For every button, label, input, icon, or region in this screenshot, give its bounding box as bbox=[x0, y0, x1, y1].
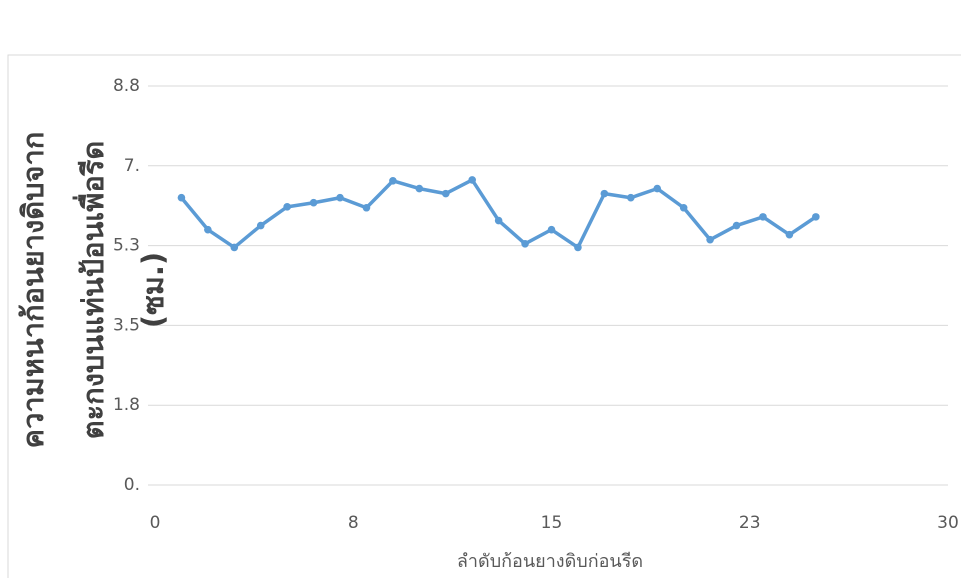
x-tick-label: 23 bbox=[739, 513, 761, 533]
y-axis-title: (ซม.) bbox=[136, 252, 170, 328]
data-point bbox=[812, 213, 820, 221]
x-axis-title: ลำดับก้อนยางดิบก่อนรีด bbox=[457, 551, 643, 572]
y-tick-label: 0. bbox=[124, 475, 140, 495]
data-point bbox=[336, 193, 344, 202]
data-point bbox=[230, 243, 239, 252]
y-tick-label: 1.8 bbox=[113, 395, 140, 415]
data-point bbox=[574, 243, 582, 252]
data-point bbox=[627, 193, 635, 202]
x-tick-label: 0 bbox=[150, 513, 161, 533]
data-point bbox=[600, 189, 609, 198]
y-axis-title: ตะกงบนแท่นป้อนเพื่อรีด bbox=[72, 141, 110, 440]
data-point bbox=[521, 239, 529, 248]
data-point bbox=[494, 216, 503, 225]
y-axis-title: ความหนาก้อนยางดิบจาก bbox=[16, 132, 50, 449]
data-point bbox=[362, 203, 371, 212]
data-point bbox=[256, 221, 265, 230]
y-tick-label: 7. bbox=[124, 156, 140, 176]
data-point bbox=[415, 184, 424, 193]
y-tick-label: 8.8 bbox=[113, 76, 140, 96]
data-point bbox=[732, 221, 741, 230]
x-tick-label: 8 bbox=[348, 513, 359, 533]
y-tick-label: 3.5 bbox=[113, 315, 140, 335]
data-point bbox=[547, 225, 556, 234]
chart-frame bbox=[7, 54, 961, 578]
data-point bbox=[468, 176, 477, 184]
series-line bbox=[180, 178, 817, 250]
data-point bbox=[759, 213, 767, 221]
data-point bbox=[204, 225, 212, 234]
data-point bbox=[441, 189, 450, 198]
x-tick-label: 30 bbox=[937, 513, 959, 533]
data-point bbox=[679, 203, 688, 212]
y-tick-label: 5.3 bbox=[113, 236, 140, 256]
data-point bbox=[785, 230, 794, 239]
x-tick-label: 15 bbox=[541, 513, 563, 533]
data-point bbox=[653, 184, 662, 193]
data-point bbox=[309, 198, 318, 207]
data-point bbox=[706, 235, 714, 244]
data-point bbox=[389, 177, 397, 185]
data-point bbox=[283, 203, 291, 211]
data-point bbox=[177, 193, 186, 202]
